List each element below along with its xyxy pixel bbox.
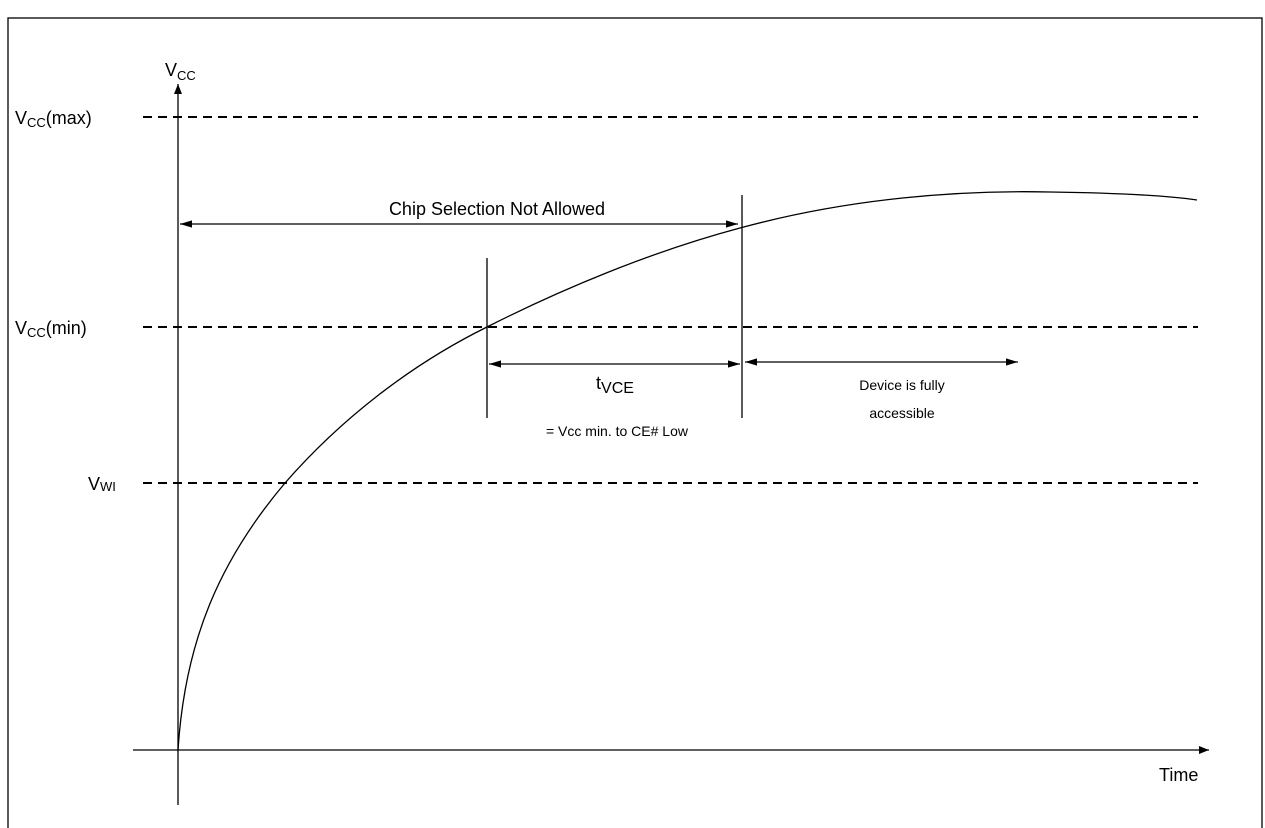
level-label: VWI (88, 474, 116, 494)
label-suffix: (min) (46, 318, 87, 338)
label-sub: CC (27, 325, 46, 340)
frame (7, 17, 1263, 828)
label-sub: CC (27, 115, 46, 130)
label-base: t (596, 373, 601, 393)
y-axis-label: VCC (165, 60, 196, 83)
tvce-label: tVCE (596, 373, 634, 397)
vcc-curve (177, 191, 1198, 751)
label-base: V (15, 318, 27, 338)
label-suffix: (max) (46, 108, 92, 128)
level-label: VCC(min) (15, 318, 87, 340)
accessible-label: accessible (869, 405, 935, 421)
label-base: V (165, 60, 177, 80)
label-base: V (15, 108, 27, 128)
accessible-label: Device is fully (859, 377, 945, 393)
x-axis-label: Time (1159, 765, 1198, 785)
tvce-note: = Vcc min. to CE# Low (546, 423, 689, 439)
label-sub: VCE (601, 380, 634, 397)
label-sub: CC (177, 68, 196, 83)
label-sub: WI (100, 479, 116, 494)
chip-selection-label: Chip Selection Not Allowed (389, 199, 605, 219)
level-label: VCC(max) (15, 108, 92, 130)
label-base: V (88, 474, 100, 494)
